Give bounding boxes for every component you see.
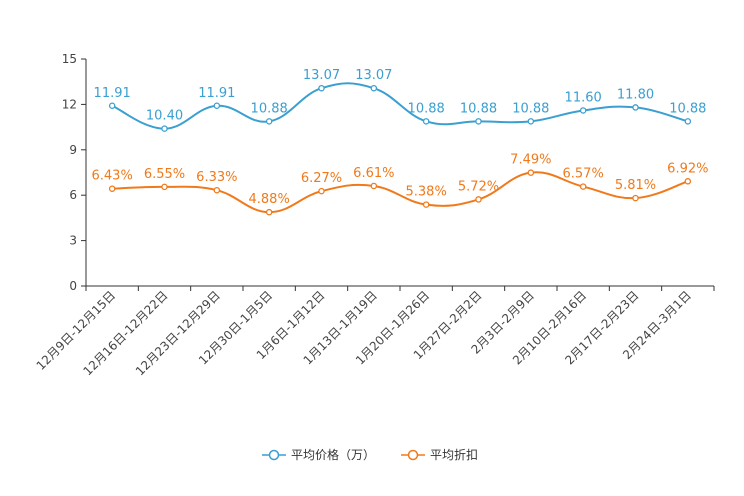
data-label: 4.88% bbox=[249, 192, 290, 207]
data-point bbox=[475, 118, 482, 125]
data-point bbox=[108, 185, 116, 192]
y-tick-label: 3 bbox=[69, 234, 77, 248]
data-point bbox=[684, 118, 692, 125]
data-point bbox=[579, 107, 587, 114]
data-label: 11.91 bbox=[94, 86, 131, 101]
series-avg-discount: 6.43% 6.55% 6.33% 4.88% 6.27% 6.61% 5.38% 5.72%… bbox=[92, 153, 708, 216]
data-label: 6.61% bbox=[353, 166, 394, 181]
data-point bbox=[422, 201, 430, 208]
data-point bbox=[265, 208, 273, 216]
data-label: 7.49% bbox=[510, 153, 551, 168]
data-label: 10.88 bbox=[460, 101, 497, 116]
data-point bbox=[265, 118, 273, 125]
legend-label: 平均折扣 bbox=[430, 447, 478, 462]
axes: 0369121512月9日-12月15日12月16日-12月22日12月23日-… bbox=[34, 52, 715, 378]
data-point bbox=[422, 118, 430, 125]
series-line bbox=[112, 171, 689, 214]
data-label: 10.40 bbox=[146, 109, 183, 124]
y-tick-label: 12 bbox=[62, 97, 77, 111]
data-point bbox=[213, 186, 221, 194]
data-label: 5.72% bbox=[458, 179, 499, 194]
data-label: 6.57% bbox=[563, 167, 604, 182]
series-avg-price: 11.91 10.40 11.91 10.88 13.07 13.07 10.88 10.88… bbox=[94, 68, 706, 132]
data-label: 10.88 bbox=[512, 101, 549, 116]
data-point bbox=[475, 196, 482, 203]
data-point bbox=[370, 84, 378, 92]
data-point bbox=[161, 125, 168, 132]
data-label: 13.07 bbox=[303, 68, 340, 83]
legend: 平均价格（万） 平均折扣 bbox=[262, 447, 478, 462]
y-tick-label: 0 bbox=[69, 279, 77, 293]
data-point bbox=[632, 104, 639, 111]
data-point bbox=[318, 84, 325, 92]
data-point bbox=[527, 118, 535, 125]
data-point bbox=[579, 183, 587, 190]
data-point bbox=[318, 187, 325, 195]
series-layer: 11.91 10.40 11.91 10.88 13.07 13.07 10.88 10.88… bbox=[92, 68, 708, 216]
y-tick-label: 9 bbox=[69, 143, 77, 157]
data-point bbox=[684, 178, 692, 185]
data-point bbox=[213, 102, 221, 110]
data-label: 13.07 bbox=[355, 68, 392, 83]
data-label: 6.43% bbox=[92, 169, 133, 184]
data-label: 6.55% bbox=[144, 167, 185, 182]
legend-label: 平均价格（万） bbox=[291, 447, 375, 462]
data-label: 5.38% bbox=[406, 185, 447, 200]
legend-marker-icon bbox=[268, 449, 280, 461]
legend-marker-icon bbox=[407, 449, 419, 461]
data-label: 11.80 bbox=[617, 87, 654, 102]
y-tick-label: 15 bbox=[62, 52, 77, 66]
data-point bbox=[108, 102, 116, 110]
data-label: 6.27% bbox=[301, 171, 342, 186]
data-label: 10.88 bbox=[408, 101, 445, 116]
data-label: 11.91 bbox=[198, 86, 235, 101]
data-point bbox=[632, 194, 639, 202]
data-label: 11.60 bbox=[565, 90, 602, 105]
data-label: 10.88 bbox=[251, 101, 288, 116]
data-point bbox=[370, 182, 378, 190]
data-label: 6.92% bbox=[667, 161, 708, 176]
legend-item[interactable]: 平均价格（万） bbox=[262, 447, 375, 462]
data-label: 10.88 bbox=[669, 101, 706, 116]
data-label: 5.81% bbox=[615, 178, 656, 193]
legend-item[interactable]: 平均折扣 bbox=[401, 447, 478, 462]
y-tick-label: 6 bbox=[69, 188, 77, 202]
data-point bbox=[527, 169, 535, 176]
data-label: 6.33% bbox=[196, 170, 237, 185]
data-point bbox=[161, 183, 168, 191]
